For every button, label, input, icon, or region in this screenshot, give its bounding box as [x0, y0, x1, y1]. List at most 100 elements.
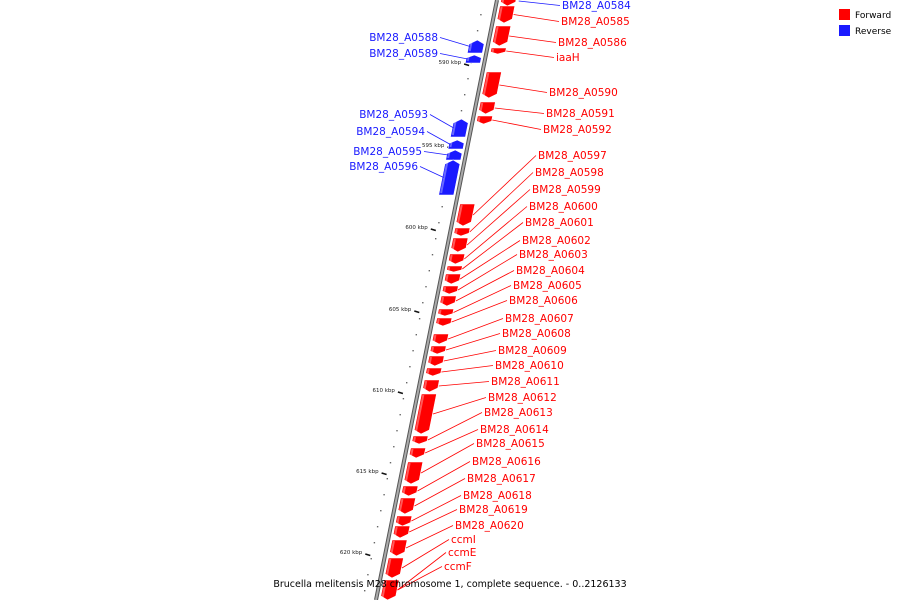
gene-block[interactable] [478, 101, 496, 115]
gene-label[interactable]: ccmI [451, 534, 476, 546]
gene-block[interactable] [411, 435, 429, 445]
gene-label[interactable]: BM28_A0613 [484, 407, 553, 419]
forward-gene-3[interactable] [481, 71, 502, 99]
gene-label[interactable]: BM28_A0620 [455, 520, 524, 532]
gene-label[interactable]: BM28_A0589 [369, 48, 438, 60]
forward-gene-9[interactable] [448, 253, 466, 265]
gene-block[interactable] [481, 71, 502, 99]
gene-label[interactable]: BM28_A0594 [356, 126, 425, 138]
gene-label[interactable]: BM28_A0590 [549, 87, 618, 99]
forward-gene-12[interactable] [441, 285, 459, 295]
gene-block[interactable] [450, 237, 469, 253]
gene-block[interactable] [453, 227, 471, 237]
gene-block[interactable] [447, 139, 465, 150]
gene-block[interactable] [429, 345, 447, 355]
gene-block[interactable] [466, 39, 485, 54]
top-edge-gene-0[interactable] [500, 0, 518, 7]
forward-gene-1[interactable] [492, 25, 512, 47]
gene-label[interactable]: BM28_A0607 [505, 313, 574, 325]
gene-block[interactable] [384, 557, 404, 579]
gene-label[interactable]: BM28_A0614 [480, 424, 549, 436]
gene-label[interactable]: BM28_A0597 [538, 150, 607, 162]
forward-gene-0[interactable] [496, 5, 516, 24]
gene-block[interactable] [422, 379, 440, 393]
gene-label[interactable]: BM28_A0608 [502, 328, 571, 340]
gene-block[interactable] [427, 355, 445, 367]
gene-label[interactable]: BM28_A0615 [476, 438, 545, 450]
gene-label[interactable]: BM28_A0602 [522, 235, 591, 247]
gene-block[interactable] [389, 539, 408, 557]
gene-block[interactable] [401, 485, 419, 497]
gene-block[interactable] [397, 497, 416, 515]
gene-block[interactable] [439, 295, 457, 307]
gene-block[interactable] [392, 525, 411, 539]
gene-label[interactable]: BM28_A0617 [467, 473, 536, 485]
gene-label[interactable]: BM28_A0599 [532, 184, 601, 196]
reverse-gene-3[interactable] [450, 118, 469, 138]
reverse-gene-4[interactable] [447, 139, 465, 150]
gene-block[interactable] [492, 25, 512, 47]
forward-gene-23[interactable] [408, 447, 427, 459]
gene-block[interactable] [448, 253, 466, 265]
forward-gene-17[interactable] [429, 345, 447, 355]
gene-block[interactable] [445, 149, 463, 161]
forward-gene-15[interactable] [435, 317, 453, 327]
reverse-gene-6[interactable] [438, 159, 461, 196]
forward-gene-7[interactable] [453, 227, 471, 237]
gene-block[interactable] [425, 367, 443, 377]
gene-block[interactable] [446, 265, 463, 273]
gene-block[interactable] [476, 115, 493, 125]
forward-gene-5[interactable] [476, 115, 493, 125]
gene-label[interactable]: BM28_A0611 [491, 376, 560, 388]
gene-label[interactable]: BM28_A0596 [349, 161, 418, 173]
reverse-gene-2[interactable] [464, 54, 482, 64]
gene-label[interactable]: BM28_A0588 [369, 32, 438, 44]
gene-block[interactable] [435, 317, 453, 327]
gene-label[interactable]: BM28_A0609 [498, 345, 567, 357]
gene-block[interactable] [455, 203, 476, 227]
gene-label[interactable]: BM28_A0584 [562, 0, 631, 12]
forward-gene-4[interactable] [478, 101, 496, 115]
gene-label[interactable]: BM28_A0619 [459, 504, 528, 516]
forward-gene-10[interactable] [446, 265, 463, 273]
forward-gene-32[interactable] [380, 579, 400, 600]
gene-label[interactable]: BM28_A0586 [558, 37, 627, 49]
gene-label[interactable]: BM28_A0595 [353, 146, 422, 158]
gene-label[interactable]: BM28_A0610 [495, 360, 564, 372]
gene-label[interactable]: BM28_A0612 [488, 392, 557, 404]
gene-block[interactable] [380, 579, 400, 600]
gene-block[interactable] [464, 54, 482, 64]
gene-label[interactable]: BM28_A0603 [519, 249, 588, 261]
gene-block[interactable] [444, 273, 462, 285]
forward-gene-2[interactable] [490, 47, 507, 55]
forward-gene-21[interactable] [413, 393, 437, 435]
forward-gene-16[interactable] [431, 333, 449, 345]
gene-label[interactable]: ccmE [448, 547, 476, 559]
gene-block[interactable] [413, 393, 437, 435]
forward-gene-28[interactable] [392, 525, 411, 539]
gene-block[interactable] [450, 118, 469, 138]
forward-gene-6[interactable] [455, 203, 476, 227]
forward-gene-30[interactable] [384, 557, 404, 579]
gene-label[interactable]: BM28_A0616 [472, 456, 541, 468]
gene-label[interactable]: BM28_A0606 [509, 295, 578, 307]
gene-label[interactable]: BM28_A0604 [516, 265, 585, 277]
gene-block[interactable] [408, 447, 427, 459]
forward-gene-18[interactable] [427, 355, 445, 367]
gene-block[interactable] [403, 461, 424, 485]
gene-label[interactable]: BM28_A0600 [529, 201, 598, 213]
gene-block[interactable] [490, 47, 507, 55]
gene-label[interactable]: BM28_A0593 [359, 109, 428, 121]
gene-label[interactable]: BM28_A0601 [525, 217, 594, 229]
forward-gene-20[interactable] [422, 379, 440, 393]
forward-gene-19[interactable] [425, 367, 443, 377]
forward-gene-22[interactable] [411, 435, 429, 445]
forward-gene-11[interactable] [444, 273, 462, 285]
forward-gene-27[interactable] [395, 515, 413, 527]
gene-label[interactable]: BM28_A0591 [546, 108, 615, 120]
gene-block[interactable] [431, 333, 449, 345]
gene-label[interactable]: BM28_A0605 [513, 280, 582, 292]
gene-block[interactable] [496, 5, 516, 24]
gene-label[interactable]: iaaH [556, 52, 580, 64]
forward-gene-14[interactable] [437, 308, 455, 317]
